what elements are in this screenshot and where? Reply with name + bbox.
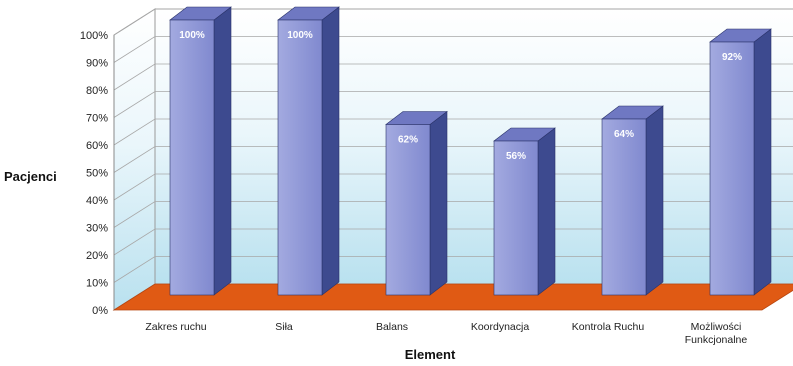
y-tick-label: 40%: [86, 195, 108, 207]
x-tick-label: Siła: [275, 321, 293, 333]
bar-side: [321, 6, 340, 296]
bar: [601, 118, 647, 296]
x-tick-label: Koordynacja: [471, 321, 530, 333]
x-tick-label: Funkcjonalne: [685, 334, 748, 346]
bar-side: [429, 110, 448, 296]
y-tick-label: 100%: [80, 30, 108, 42]
bar: [277, 19, 323, 296]
y-tick-label: 30%: [86, 223, 108, 235]
gridline: [113, 173, 793, 201]
y-tick-label: 10%: [86, 278, 108, 290]
bar-group: [493, 127, 556, 296]
y-tick-label: 20%: [86, 250, 108, 262]
y-tick-label: 50%: [86, 168, 108, 180]
bar: [169, 19, 215, 296]
bar: [385, 124, 431, 296]
y-tick-label: 60%: [86, 140, 108, 152]
gridline: [113, 201, 793, 228]
data-label: 62%: [398, 135, 418, 146]
bar-side: [645, 105, 664, 296]
gridline: [113, 146, 793, 173]
data-label: 64%: [614, 129, 634, 140]
data-label: 100%: [287, 30, 313, 41]
data-label: 56%: [506, 151, 526, 162]
bar-group: [601, 105, 664, 296]
y-tick-label: 90%: [86, 58, 108, 70]
gridline: [113, 256, 793, 283]
bar-group: [385, 110, 448, 296]
gridline: [113, 91, 793, 118]
data-label: 100%: [179, 30, 205, 41]
bar-group: [169, 6, 232, 296]
bars-layer: [169, 6, 772, 296]
bar-side: [753, 28, 772, 296]
y-tick-label: 0%: [92, 305, 108, 317]
data-label: 92%: [722, 52, 742, 63]
x-axis-title: Element: [405, 347, 456, 362]
x-tick-label: Kontrola Ruchu: [572, 321, 645, 333]
labels-layer: Pacjenci Element 0% 10% 20% 30% 40% 50% 60% 70%…: [4, 30, 747, 362]
gridline: [113, 8, 793, 36]
x-tick-label: Zakres ruchu: [145, 321, 206, 333]
gridline: [113, 36, 793, 63]
bar-group: [709, 28, 772, 296]
x-tick-label: Możliwości: [691, 321, 742, 333]
y-tick-label: 80%: [86, 85, 108, 97]
gridline: [113, 118, 793, 146]
bar-group: [277, 6, 340, 296]
bar: [709, 41, 755, 296]
y-tick-label: 70%: [86, 113, 108, 125]
gridline: [113, 228, 793, 256]
bar-side: [537, 127, 556, 296]
bar-side: [213, 6, 232, 296]
y-axis-title: Pacjenci: [4, 169, 57, 184]
x-tick-label: Balans: [376, 321, 408, 333]
bar: [493, 140, 539, 296]
gridline: [113, 63, 793, 91]
